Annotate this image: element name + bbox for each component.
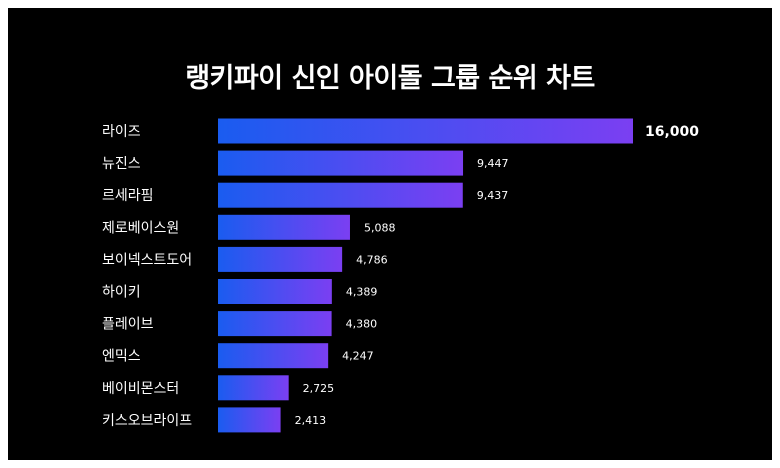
- bar: [218, 407, 281, 433]
- value-label: 9,437: [477, 189, 509, 202]
- value-label: 4,389: [346, 286, 378, 299]
- bar: [218, 279, 332, 304]
- bar: [218, 150, 464, 176]
- category-label: 베이비몬스터: [102, 381, 179, 397]
- value-label: 4,380: [346, 318, 378, 331]
- chart-frame: 랭키파이 신인 아이돌 그룹 순위 차트: [8, 8, 772, 460]
- category-label: 뉴진스: [102, 156, 141, 172]
- value-label: 9,447: [477, 157, 509, 170]
- category-label: 키스오브라이프: [102, 413, 192, 429]
- value-label: 2,725: [303, 382, 335, 395]
- value-label: 16,000: [645, 124, 699, 140]
- value-label: 4,786: [356, 253, 388, 266]
- category-label: 르세라핌: [102, 188, 154, 204]
- value-label: 5,088: [364, 221, 396, 234]
- bar: [218, 182, 463, 208]
- bar: [218, 118, 633, 144]
- category-label: 보이넥스트도어: [102, 252, 192, 268]
- value-label: 2,413: [295, 414, 327, 427]
- bar: [218, 214, 350, 240]
- category-label: 라이즈: [102, 124, 141, 140]
- bar: [218, 343, 329, 369]
- category-label: 제로베이스원: [102, 220, 179, 236]
- chart-title: 랭키파이 신인 아이돌 그룹 순위 차트: [185, 63, 595, 94]
- category-label: 플레이브: [102, 317, 154, 333]
- category-label: 엔믹스: [102, 349, 141, 365]
- bar: [218, 375, 289, 401]
- bar: [218, 246, 343, 272]
- bar: [218, 311, 332, 337]
- value-label: 4,247: [342, 350, 374, 363]
- category-label: 하이키: [102, 285, 141, 301]
